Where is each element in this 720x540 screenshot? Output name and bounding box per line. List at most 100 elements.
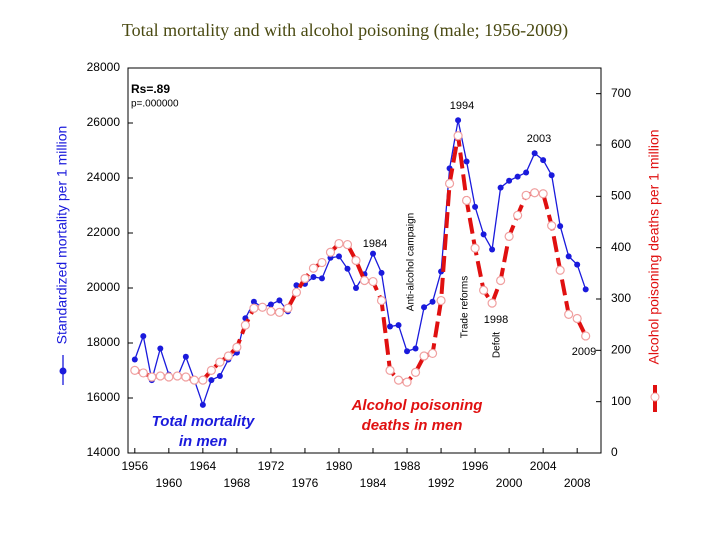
annotation: Rs=.89 xyxy=(131,82,170,96)
data-point xyxy=(266,306,276,316)
data-point xyxy=(182,353,189,360)
data-point xyxy=(506,177,513,184)
x-tick-label: 1960 xyxy=(155,476,182,490)
x-tick-label: 1992 xyxy=(428,476,455,490)
data-point xyxy=(216,373,223,379)
annotation: in men xyxy=(179,433,227,450)
data-point xyxy=(223,351,233,361)
annotation: Defolt xyxy=(492,332,503,358)
x-tick-label: 1964 xyxy=(190,459,217,473)
data-point xyxy=(444,178,455,189)
data-point xyxy=(215,357,225,367)
y2-tick-label: 300 xyxy=(611,291,631,305)
data-point xyxy=(318,275,325,282)
x-tick-label: 2008 xyxy=(564,476,591,490)
data-point xyxy=(157,345,164,352)
y2-tick-label: 0 xyxy=(611,445,618,459)
data-point xyxy=(453,131,463,141)
data-point xyxy=(410,367,421,378)
data-point xyxy=(540,157,547,164)
data-point xyxy=(385,365,395,375)
data-point xyxy=(274,307,285,317)
annotation: Anti-alcohol campaign xyxy=(406,213,417,311)
data-point xyxy=(249,303,259,313)
data-point xyxy=(198,375,208,385)
data-point xyxy=(344,265,351,272)
data-point xyxy=(479,285,489,295)
data-point xyxy=(189,375,199,385)
data-point xyxy=(140,333,147,340)
data-point xyxy=(402,377,412,387)
series-line xyxy=(134,120,587,407)
annotation: deaths in men xyxy=(362,417,463,434)
data-point xyxy=(206,365,216,375)
y-tick-label: 18000 xyxy=(87,335,121,349)
data-point xyxy=(513,210,523,220)
data-point xyxy=(208,377,215,384)
data-point xyxy=(427,348,438,359)
data-point xyxy=(581,331,591,341)
x-tick-label: 1996 xyxy=(462,459,489,473)
data-point xyxy=(538,189,548,199)
data-point xyxy=(436,295,446,306)
x-tick-label: 1972 xyxy=(258,459,285,473)
chart-title: Total mortality and with alcohol poisoni… xyxy=(122,20,568,41)
data-point xyxy=(335,253,342,260)
data-point xyxy=(523,169,530,176)
data-point xyxy=(531,150,538,157)
annotation: Total mortality xyxy=(152,413,255,430)
data-point xyxy=(283,303,293,313)
x-tick-label: 1968 xyxy=(224,476,251,490)
y2-tick-label: 700 xyxy=(611,86,631,100)
y2-tick-label: 100 xyxy=(611,394,631,408)
data-point xyxy=(310,274,317,280)
data-point xyxy=(376,295,387,306)
y-tick-label: 26000 xyxy=(87,115,121,129)
data-point xyxy=(342,239,353,250)
data-point xyxy=(351,255,361,266)
data-point xyxy=(352,285,359,291)
x-tick-label: 2004 xyxy=(530,459,557,473)
y2-tick-label: 500 xyxy=(611,189,631,203)
data-point xyxy=(155,371,165,381)
data-point xyxy=(530,188,540,198)
y2-tick-label: 400 xyxy=(611,240,631,254)
data-point xyxy=(138,368,148,378)
annotation: 2003 xyxy=(527,133,551,145)
data-point xyxy=(393,375,404,385)
data-point xyxy=(421,304,428,311)
data-point xyxy=(404,348,411,355)
data-point xyxy=(564,309,574,319)
data-point xyxy=(359,275,370,286)
data-point xyxy=(164,372,174,382)
data-point xyxy=(300,273,310,284)
data-point xyxy=(412,345,419,352)
data-point xyxy=(257,302,268,312)
data-point xyxy=(472,203,479,210)
plot-frame xyxy=(127,67,602,454)
data-point xyxy=(387,323,394,330)
data-point xyxy=(267,301,274,308)
data-point xyxy=(276,297,283,304)
data-point xyxy=(504,231,514,241)
x-tick-label: 2000 xyxy=(496,476,523,490)
legend-key xyxy=(59,367,67,375)
data-point xyxy=(548,172,555,179)
annotation: 1984 xyxy=(363,238,387,250)
data-point xyxy=(463,158,470,165)
data-point xyxy=(240,320,250,330)
y-tick-label: 20000 xyxy=(87,280,121,294)
data-point xyxy=(489,246,496,253)
data-point xyxy=(574,261,581,268)
x-tick-label: 1984 xyxy=(360,476,387,490)
data-point xyxy=(291,287,302,297)
annotation: 1994 xyxy=(450,100,474,112)
annotation: 2009 xyxy=(572,346,596,358)
data-point xyxy=(557,223,564,230)
x-tick-label: 1976 xyxy=(292,476,319,490)
data-point xyxy=(497,184,504,191)
data-point xyxy=(172,371,182,381)
data-point xyxy=(147,372,157,382)
x-tick-label: 1956 xyxy=(121,459,148,473)
